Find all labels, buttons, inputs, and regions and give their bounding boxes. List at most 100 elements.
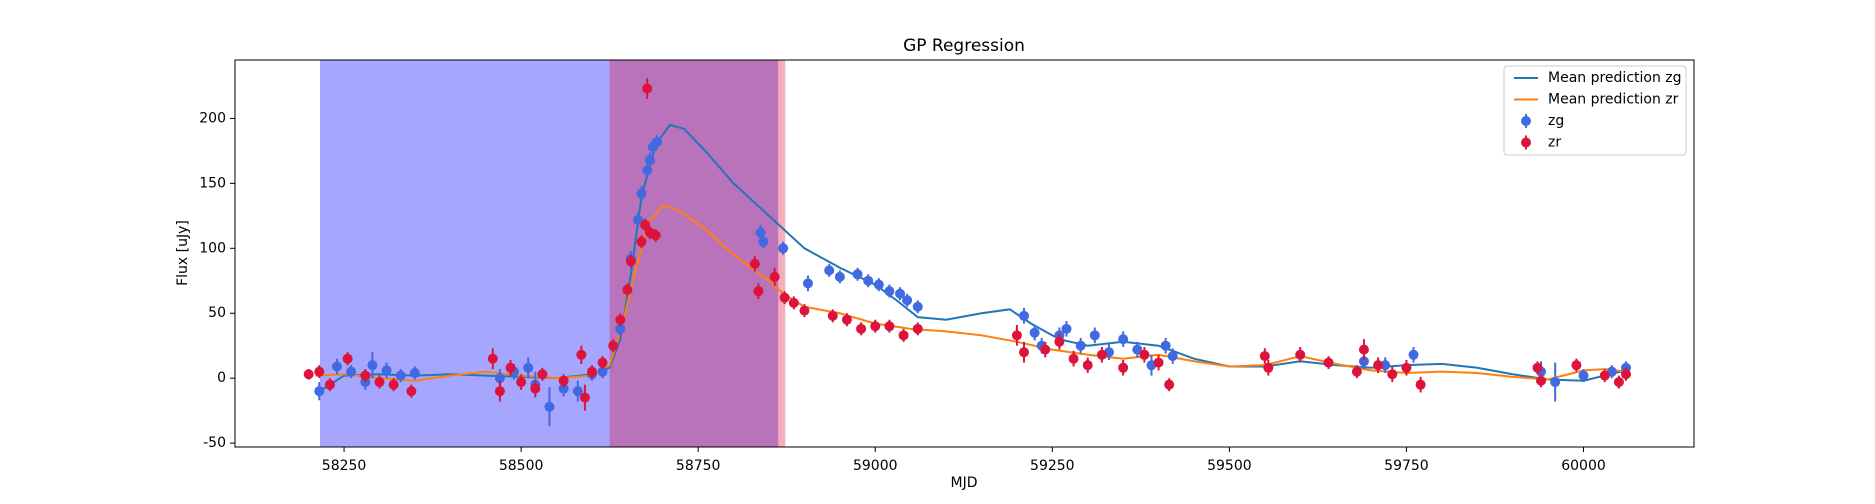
data-point [1061, 323, 1072, 334]
data-point [755, 227, 766, 238]
legend-label: Mean prediction zr [1548, 92, 1679, 108]
data-point [303, 369, 314, 380]
data-point [586, 366, 597, 377]
data-point [494, 373, 505, 384]
data-point [902, 295, 913, 306]
y-tick-label: 200 [199, 110, 226, 126]
data-point [834, 271, 845, 282]
data-point [576, 349, 587, 360]
data-point [1029, 327, 1040, 338]
legend-box [1503, 65, 1687, 156]
data-point [898, 330, 909, 341]
shaded-span [609, 60, 786, 447]
data-point [1259, 351, 1270, 362]
data-point [572, 386, 583, 397]
data-point [873, 279, 884, 290]
data-point [758, 236, 769, 247]
data-point [579, 392, 590, 403]
data-point [523, 362, 534, 373]
plot-area [303, 60, 1632, 447]
data-point [1011, 330, 1022, 341]
data-point [406, 386, 417, 397]
data-point [622, 284, 633, 295]
data-point [1578, 370, 1589, 381]
data-point [1040, 344, 1051, 355]
data-point [314, 386, 325, 397]
data-point [642, 83, 653, 94]
data-point [1118, 334, 1129, 345]
x-axis-label: MJD [951, 475, 978, 491]
legend-marker [1521, 137, 1531, 148]
y-axis-label: Flux [uJy] [175, 220, 191, 286]
data-point [1167, 351, 1178, 362]
data-point [388, 379, 399, 390]
legend-label: zr [1548, 135, 1561, 151]
data-point [1263, 362, 1274, 373]
y-tick-label: 100 [199, 240, 226, 256]
data-point [1599, 370, 1610, 381]
data-point [912, 323, 923, 334]
data-point [1536, 375, 1547, 386]
data-point [1358, 344, 1369, 355]
data-point [505, 362, 516, 373]
data-point [346, 366, 357, 377]
x-tick-label: 60000 [1561, 458, 1606, 474]
data-point [374, 377, 385, 388]
chart-title: GP Regression [903, 36, 1025, 56]
data-point [788, 297, 799, 308]
x-tick-label: 58750 [676, 458, 721, 474]
legend-label: Mean prediction zg [1548, 70, 1682, 86]
data-point [516, 377, 527, 388]
data-point [537, 369, 548, 380]
data-point [827, 310, 838, 321]
data-point [597, 366, 608, 377]
data-point [1373, 360, 1384, 371]
axes-frame [234, 59, 1695, 448]
data-point [314, 366, 325, 377]
data-point [494, 386, 505, 397]
data-point [1295, 349, 1306, 360]
x-tick-label: 58250 [322, 458, 367, 474]
data-point [841, 314, 852, 325]
data-point [1401, 362, 1412, 373]
data-point [779, 292, 790, 303]
data-point [636, 236, 647, 247]
data-point [608, 340, 619, 351]
data-point [597, 357, 608, 368]
data-point [870, 321, 881, 332]
data-point [1613, 377, 1624, 388]
data-point [558, 383, 569, 394]
data-point [558, 375, 569, 386]
x-tick-label: 59500 [1207, 458, 1252, 474]
data-point [884, 321, 895, 332]
data-point [324, 379, 335, 390]
data-point [1160, 340, 1171, 351]
y-tick-label: 150 [199, 175, 226, 191]
data-point [632, 214, 643, 225]
data-point [1621, 369, 1632, 380]
legend-marker [1521, 116, 1531, 126]
data-point [1082, 360, 1093, 371]
data-point [1323, 357, 1334, 368]
data-point [824, 265, 835, 276]
data-point [1351, 366, 1362, 377]
x-tick-label: 59750 [1384, 458, 1429, 474]
data-point [802, 278, 813, 289]
data-point [1550, 377, 1561, 388]
data-point [912, 301, 923, 312]
y-tick-label: 50 [208, 305, 226, 321]
data-point [381, 365, 392, 376]
data-point [409, 367, 420, 378]
data-point [753, 286, 764, 297]
data-point [1415, 379, 1426, 390]
data-point [1018, 310, 1029, 321]
data-point [1164, 379, 1175, 390]
data-point [615, 314, 626, 325]
data-point [1408, 349, 1419, 360]
data-point [487, 353, 498, 364]
data-point [1571, 360, 1582, 371]
data-point [544, 401, 555, 412]
y-tick-label: -50 [203, 435, 226, 451]
data-point [1075, 340, 1086, 351]
